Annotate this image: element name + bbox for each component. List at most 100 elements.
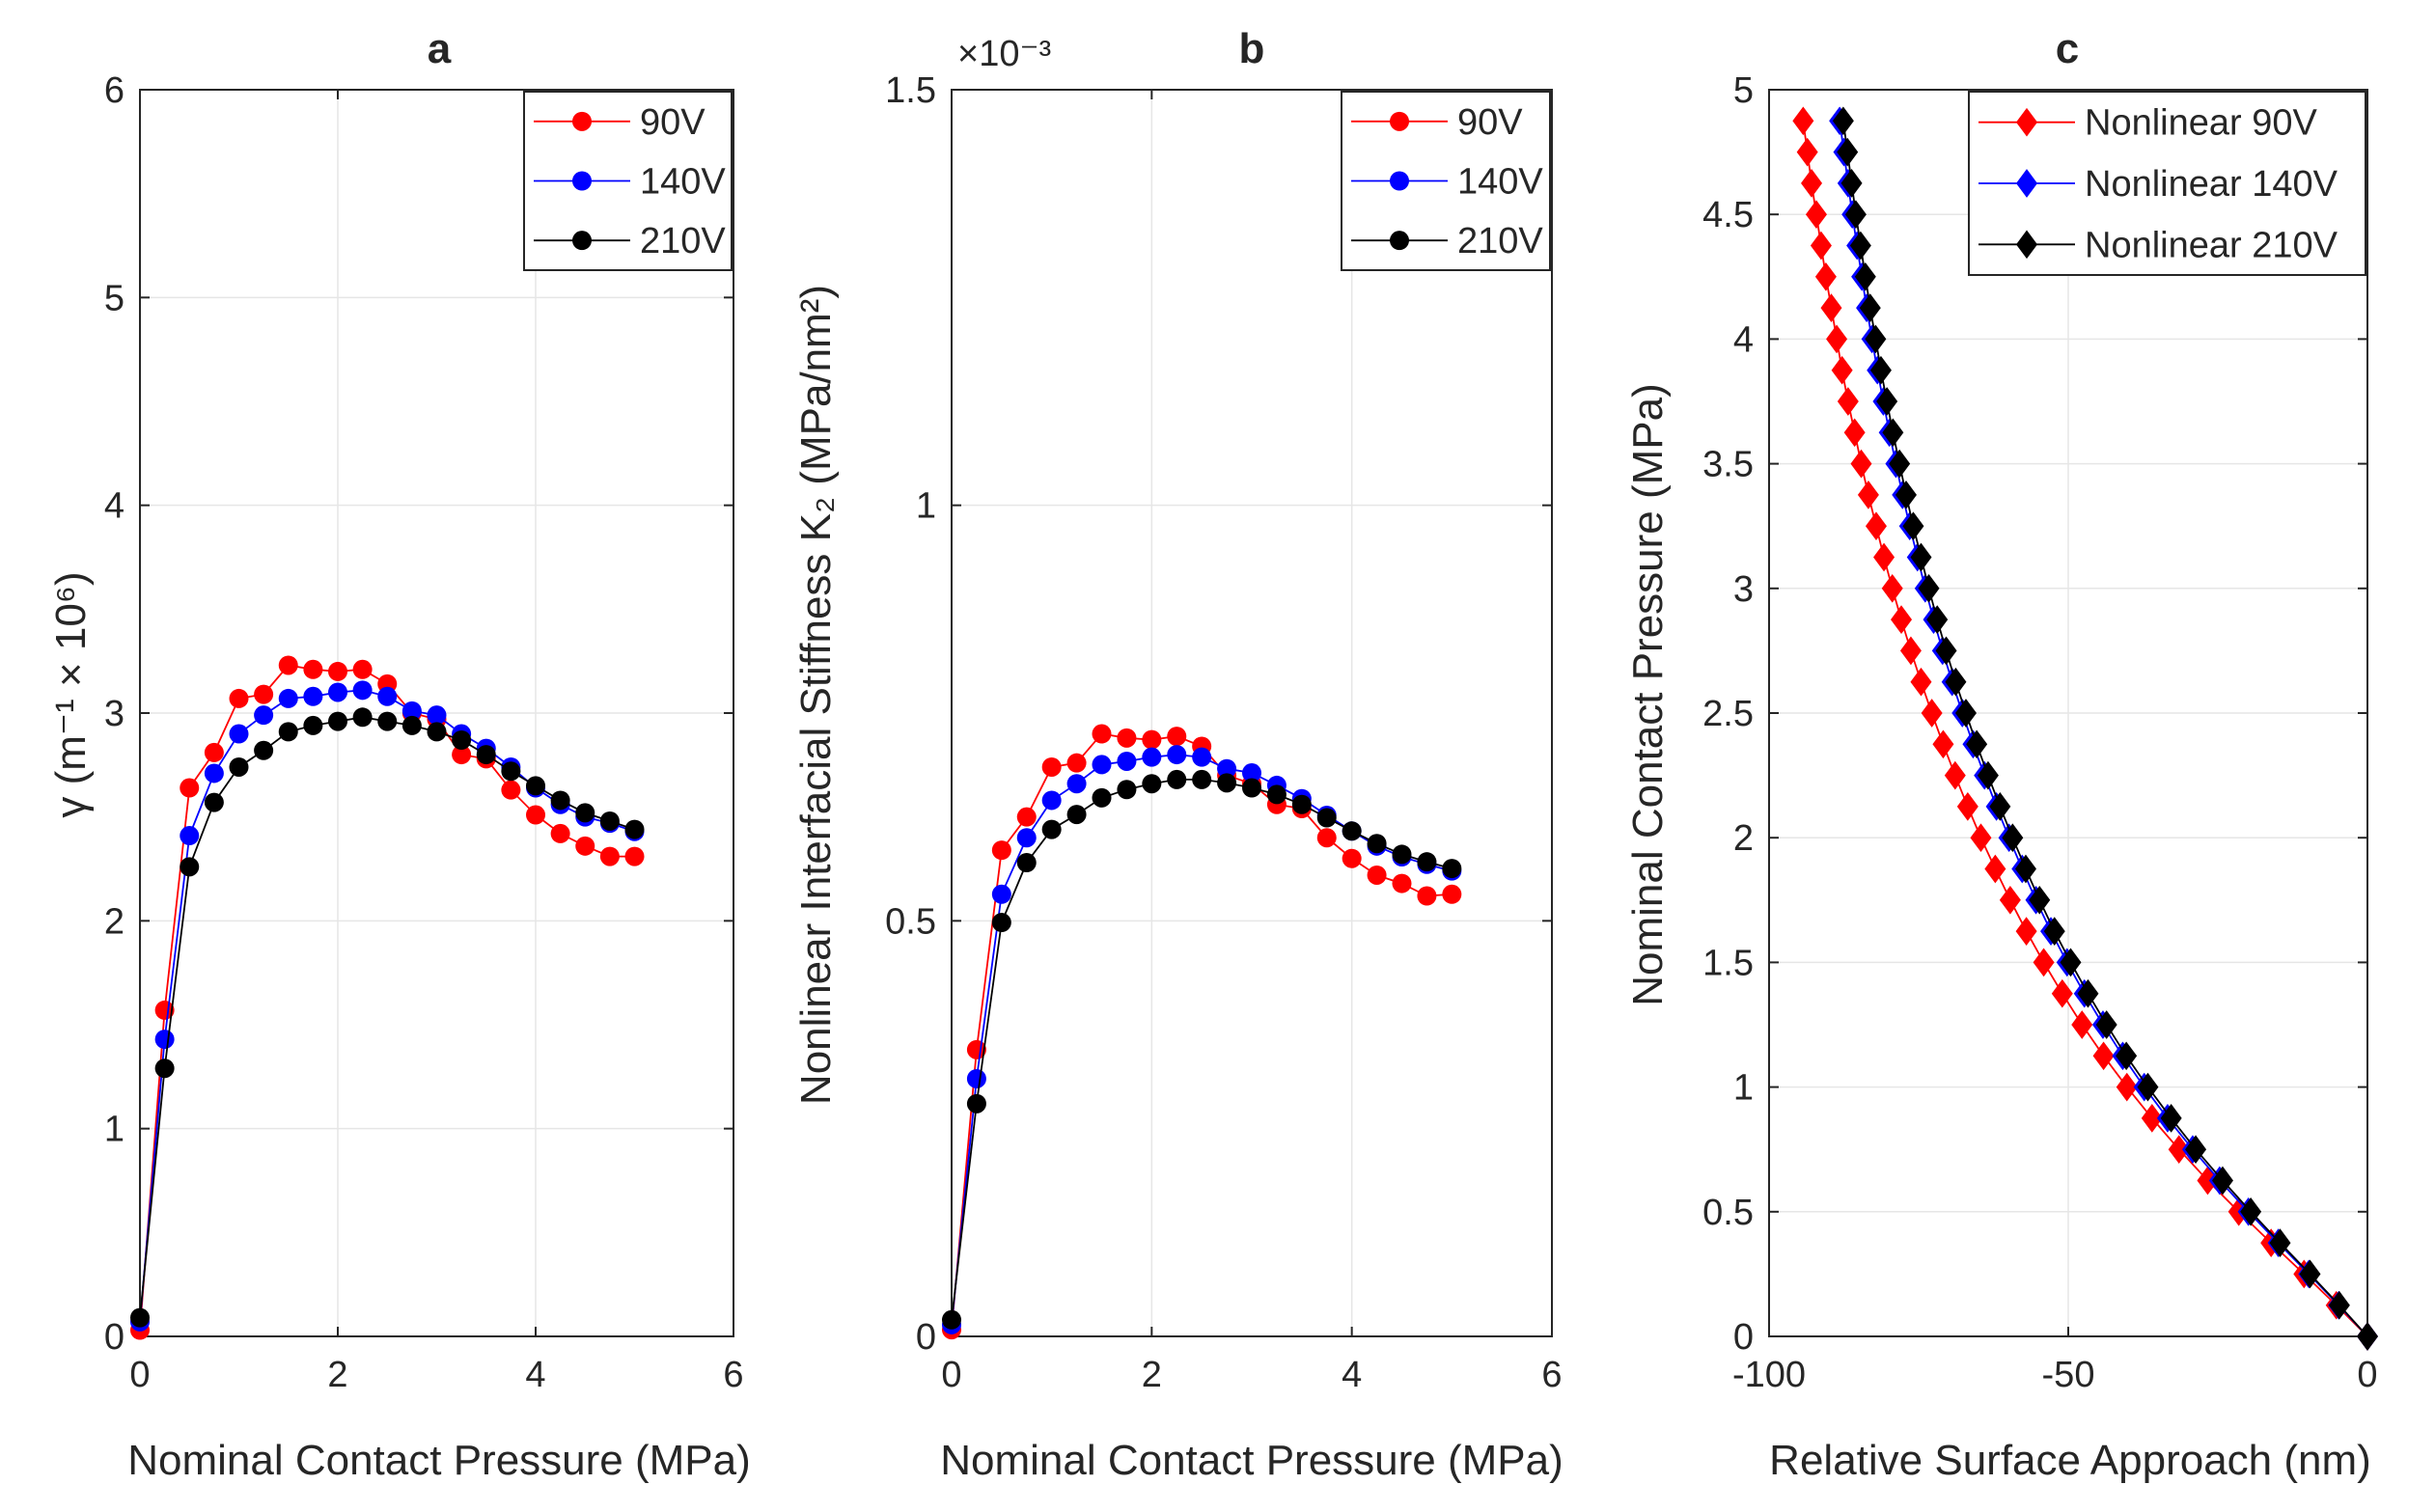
series-nonlinear-210v <box>1832 106 2378 1351</box>
data-point <box>624 819 645 839</box>
y-axis-label: Nonlinear Interfacial Stiffness K₂ (MPa/… <box>792 285 840 1105</box>
data-point <box>2051 978 2073 1008</box>
data-point <box>2211 1166 2233 1196</box>
data-point <box>1192 769 1212 789</box>
data-point <box>1167 727 1187 747</box>
legend: Nonlinear 90V Nonlinear 140V Nonlinear 210… <box>1968 91 2366 276</box>
data-point <box>991 884 1011 904</box>
series-line <box>139 689 635 1322</box>
x-tick-label: 0 <box>2357 1355 2377 1395</box>
data-point <box>1831 355 1853 385</box>
data-point <box>303 715 323 735</box>
data-point <box>2014 854 2036 884</box>
data-point <box>1796 137 1818 167</box>
y-tick-label: 1.5 <box>885 70 936 111</box>
x-tick-label: 0 <box>941 1355 961 1395</box>
data-point <box>1970 823 1992 853</box>
data-point <box>1910 542 1932 572</box>
data-point <box>1876 387 1898 416</box>
data-point <box>1966 729 1988 759</box>
data-point <box>2116 1072 2138 1102</box>
data-point <box>1826 324 1848 354</box>
y-axis-label: Nominal Contact Pressure (MPa) <box>1624 383 1672 1006</box>
legend-marker <box>2016 230 2037 260</box>
data-point <box>352 680 373 701</box>
data-point <box>1041 756 1062 777</box>
data-point <box>1926 605 1949 634</box>
data-point <box>1217 773 1237 793</box>
data-point <box>1142 774 1162 794</box>
data-point <box>377 686 398 706</box>
data-point <box>1865 324 1887 354</box>
data-point <box>1392 844 1412 865</box>
data-point <box>1801 169 1823 198</box>
legend-marker <box>1390 111 1409 131</box>
data-point <box>966 1068 986 1088</box>
y-tick-label: 0.5 <box>1702 1193 1754 1233</box>
data-point <box>2137 1072 2159 1102</box>
data-point <box>1843 418 1866 448</box>
data-point <box>2033 948 2055 977</box>
data-point <box>1016 807 1037 827</box>
y-tick-label: 0 <box>104 1317 125 1358</box>
y-tick-label: 0 <box>1733 1317 1754 1358</box>
data-point <box>1316 808 1337 828</box>
legend: 90V 140V 210V <box>1341 91 1551 271</box>
data-point <box>204 742 224 762</box>
x-tick-label: 6 <box>1541 1355 1562 1395</box>
data-point <box>2060 948 2082 977</box>
data-point <box>1854 261 1876 291</box>
data-point <box>1902 511 1924 541</box>
data-point <box>1291 794 1312 814</box>
legend-label: 140V <box>640 162 726 203</box>
data-point <box>2043 917 2065 946</box>
x-axis-label: Nominal Contact Pressure (MPa) <box>127 1437 751 1484</box>
data-point <box>1899 636 1922 666</box>
series-line <box>1842 121 2368 1337</box>
series-90v <box>942 724 1462 1340</box>
panel-b: b ×10⁻³ Nominal Contact Pressure (MPa) N… <box>792 25 1563 1484</box>
data-point <box>1832 106 1854 136</box>
data-point <box>1882 418 1904 448</box>
data-point <box>1935 636 1957 666</box>
series-nonlinear-140v <box>1829 106 2378 1351</box>
data-point <box>2002 823 2024 853</box>
data-point <box>229 724 249 744</box>
data-point <box>2095 1010 2117 1039</box>
panel-a: a Nominal Contact Pressure (MPa) γ (m⁻¹ … <box>47 25 751 1484</box>
data-point <box>1417 852 1437 872</box>
y-tick-label: 3 <box>1733 569 1754 610</box>
y-tick-label: 4 <box>104 486 125 527</box>
y-tick-label: 4.5 <box>1702 195 1754 235</box>
legend-label: 90V <box>1457 102 1523 143</box>
data-point <box>1117 780 1137 800</box>
data-point <box>1844 200 1867 230</box>
series-nonlinear-90v <box>1792 106 2378 1351</box>
x-tick-label: 6 <box>723 1355 743 1395</box>
data-point <box>526 776 545 796</box>
data-point <box>2299 1259 2321 1289</box>
data-point <box>254 684 274 704</box>
data-point <box>1792 106 1814 136</box>
y-tick-label: 3 <box>104 694 125 734</box>
data-point <box>1016 828 1037 848</box>
data-point <box>1837 137 1859 167</box>
data-point <box>1367 834 1387 854</box>
data-point <box>1814 261 1837 291</box>
data-point <box>1092 787 1112 808</box>
data-point <box>352 707 373 728</box>
data-point <box>575 836 595 856</box>
panel-c: c Relative Surface Approach (nm) Nominal… <box>1624 25 2378 1484</box>
data-point <box>599 846 620 866</box>
data-point <box>599 811 620 831</box>
data-point <box>1869 355 1892 385</box>
data-point <box>229 756 249 777</box>
panel-title: b <box>1239 25 1265 72</box>
y-tick-label: 1.5 <box>1702 943 1754 983</box>
data-point <box>2092 1041 2115 1071</box>
legend-label: Nonlinear 90V <box>2085 103 2317 144</box>
data-point <box>2160 1104 2182 1133</box>
y-axis-exponent: ×10⁻³ <box>957 34 1051 74</box>
legend-marker <box>1390 231 1409 251</box>
